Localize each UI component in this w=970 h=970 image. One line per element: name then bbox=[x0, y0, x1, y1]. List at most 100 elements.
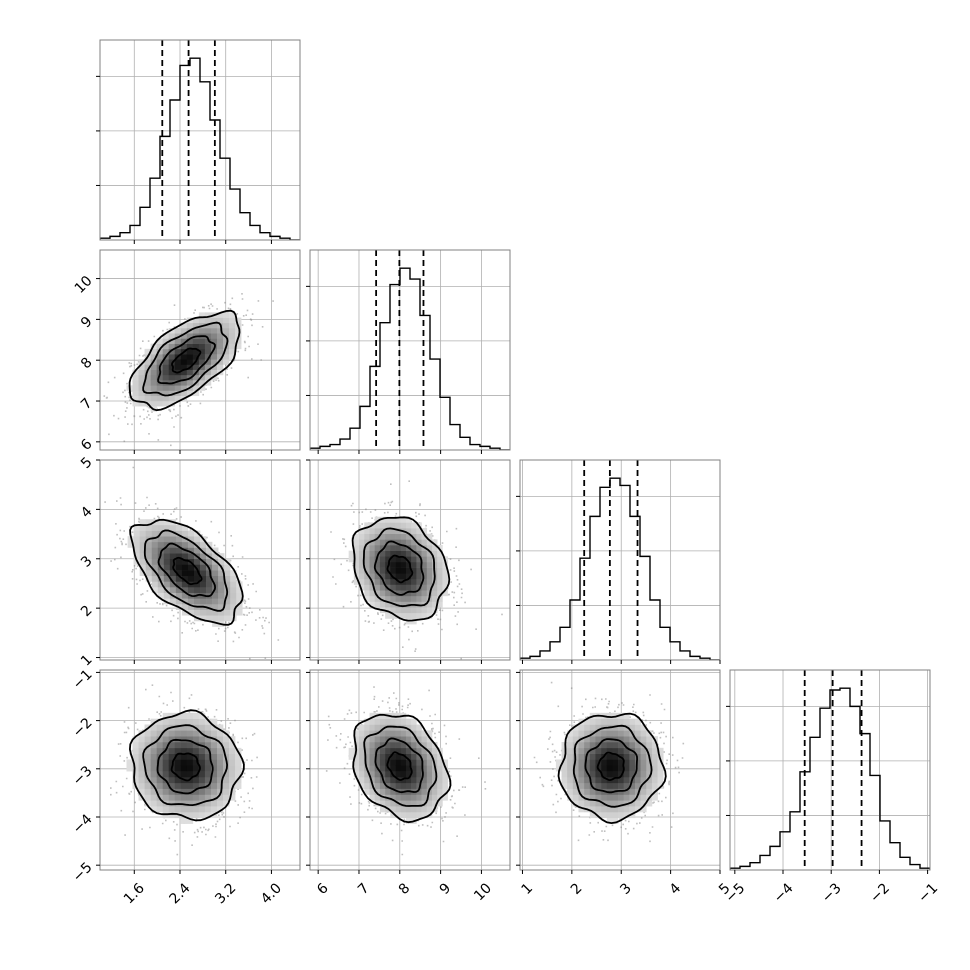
density-cell bbox=[144, 765, 151, 772]
density-cell bbox=[416, 771, 422, 778]
density-cell bbox=[369, 556, 376, 563]
density-cell bbox=[584, 771, 591, 778]
density-cell bbox=[379, 736, 386, 743]
density-cell bbox=[193, 547, 201, 554]
density-cell bbox=[198, 385, 206, 391]
density-cell bbox=[400, 550, 407, 557]
density-cell bbox=[353, 753, 360, 760]
density-cell bbox=[369, 730, 376, 737]
histogram-3 bbox=[730, 687, 930, 870]
density-cell bbox=[405, 794, 412, 801]
density-cell bbox=[169, 581, 177, 588]
density-cell bbox=[139, 564, 147, 571]
density-cell bbox=[405, 806, 412, 813]
density-cell bbox=[601, 730, 608, 737]
density-cell bbox=[175, 530, 183, 537]
density-cell bbox=[634, 742, 641, 749]
density-cell bbox=[567, 794, 574, 801]
density-cell bbox=[200, 547, 207, 554]
density-cell bbox=[595, 776, 602, 784]
density-cell bbox=[416, 747, 422, 754]
density-cell bbox=[416, 584, 422, 591]
density-cell bbox=[218, 598, 225, 605]
density-cell bbox=[174, 724, 182, 731]
density-cell bbox=[442, 590, 448, 597]
density-cell bbox=[390, 528, 396, 535]
density-cell bbox=[156, 747, 163, 754]
density-cell bbox=[385, 747, 391, 754]
density-cell bbox=[186, 765, 194, 772]
density-cell bbox=[416, 730, 422, 737]
density-cell bbox=[646, 771, 653, 778]
density-cell bbox=[369, 712, 376, 719]
density-cell bbox=[442, 561, 448, 568]
density-cell bbox=[400, 753, 407, 760]
density-cell bbox=[169, 598, 177, 605]
density-cell bbox=[359, 561, 365, 568]
density-cell bbox=[174, 747, 182, 754]
density-cell bbox=[612, 794, 619, 801]
density-cell bbox=[374, 567, 381, 574]
density-cell bbox=[163, 564, 171, 571]
density-cell bbox=[229, 312, 236, 318]
density-cell bbox=[126, 765, 133, 772]
density-cell bbox=[584, 782, 591, 789]
density-cell bbox=[612, 759, 619, 766]
density-cell bbox=[431, 788, 438, 795]
density-cell bbox=[421, 556, 428, 563]
density-cell bbox=[181, 587, 189, 593]
scatter-points bbox=[330, 480, 503, 660]
density-cell bbox=[618, 759, 624, 766]
density-cell bbox=[224, 609, 231, 616]
density-cell bbox=[379, 730, 386, 737]
density-cell bbox=[374, 516, 381, 523]
density-cell bbox=[374, 550, 381, 557]
density-cell bbox=[431, 545, 438, 551]
y-tick-label: 4 bbox=[78, 504, 96, 522]
density-cell bbox=[145, 575, 153, 582]
density-cell bbox=[198, 359, 206, 365]
density-cell bbox=[198, 317, 206, 324]
density-cell bbox=[359, 742, 365, 749]
density-cell bbox=[175, 581, 183, 588]
density-cell bbox=[216, 730, 224, 737]
density-cell bbox=[204, 333, 212, 339]
density-cell bbox=[200, 609, 207, 616]
density-cell bbox=[364, 724, 370, 731]
density-cell bbox=[395, 759, 402, 766]
density-cell bbox=[212, 547, 219, 554]
density-cell bbox=[156, 736, 163, 743]
density-cell bbox=[411, 776, 417, 784]
density-cell bbox=[180, 390, 188, 397]
density-cell bbox=[200, 564, 207, 571]
density-cell bbox=[364, 771, 370, 778]
panel-frame bbox=[99, 459, 301, 661]
contour-line bbox=[156, 738, 214, 795]
density-cell bbox=[174, 380, 182, 386]
density-cell bbox=[138, 747, 145, 754]
contour-line bbox=[128, 309, 241, 412]
density-cell bbox=[180, 788, 188, 795]
density-cell bbox=[180, 328, 188, 334]
contour-line bbox=[572, 724, 653, 808]
density-cell bbox=[634, 765, 641, 772]
density-cell bbox=[163, 519, 171, 526]
density-cell bbox=[174, 753, 182, 760]
density-cell bbox=[218, 570, 225, 577]
density-cell bbox=[606, 800, 613, 807]
density-cell bbox=[236, 609, 243, 616]
density-cell bbox=[156, 343, 163, 350]
density-cell bbox=[174, 712, 182, 719]
density-cell bbox=[421, 811, 428, 819]
density-cell bbox=[169, 541, 177, 548]
density-cell bbox=[640, 724, 647, 731]
density-cell bbox=[144, 800, 151, 807]
density-cell bbox=[405, 561, 412, 568]
density-cell bbox=[646, 776, 653, 784]
density-cell bbox=[572, 765, 579, 772]
density-cell bbox=[379, 584, 386, 591]
panel-frame bbox=[519, 459, 721, 661]
density-cell bbox=[405, 578, 412, 585]
density-cell bbox=[395, 545, 402, 551]
density-cell bbox=[416, 567, 422, 574]
